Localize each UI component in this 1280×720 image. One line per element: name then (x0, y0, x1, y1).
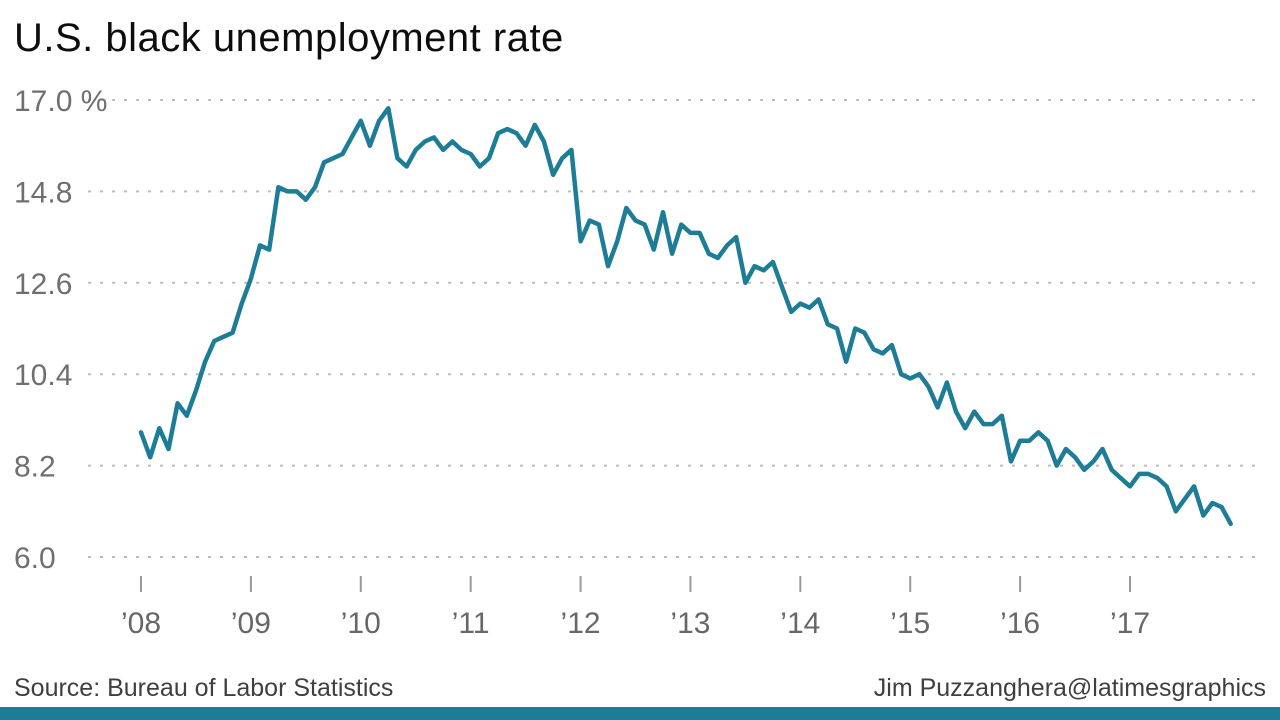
x-axis-label: ’09 (231, 607, 271, 640)
x-axis-label: ’15 (890, 607, 930, 640)
x-axis-label: ’12 (561, 607, 601, 640)
x-axis-label: ’17 (1110, 607, 1150, 640)
chart-footer: Source: Bureau of Labor Statistics Jim P… (14, 674, 1266, 703)
x-axis-label: ’16 (1000, 607, 1040, 640)
chart-title: U.S. black unemployment rate (14, 16, 564, 60)
x-axis-label: ’14 (780, 607, 820, 640)
bottom-accent-bar (0, 707, 1280, 720)
credit-label: Jim Puzzanghera@latimesgraphics (873, 674, 1266, 702)
y-axis-label: 6.0 (14, 542, 56, 575)
y-axis-label: 14.8 (14, 176, 72, 209)
unemployment-line-chart: 17.0 % 14.8 12.6 10.4 8.2 6.0 ’08 ’09 ’10 ’11 ’12 ’… (14, 85, 1262, 640)
source-label: Source: Bureau of Labor Statistics (14, 674, 394, 702)
y-axis-label: 10.4 (14, 359, 72, 392)
unemployment-rate-line (138, 106, 1233, 527)
y-axis-label: 8.2 (14, 451, 56, 484)
y-axis-label: 12.6 (14, 268, 72, 301)
x-axis-label: ’10 (341, 607, 381, 640)
x-axis-label: ’11 (452, 607, 490, 640)
x-axis-label: ’08 (121, 607, 161, 640)
y-axis-label: 17.0 % (14, 85, 107, 118)
x-axis-label: ’13 (670, 607, 710, 640)
